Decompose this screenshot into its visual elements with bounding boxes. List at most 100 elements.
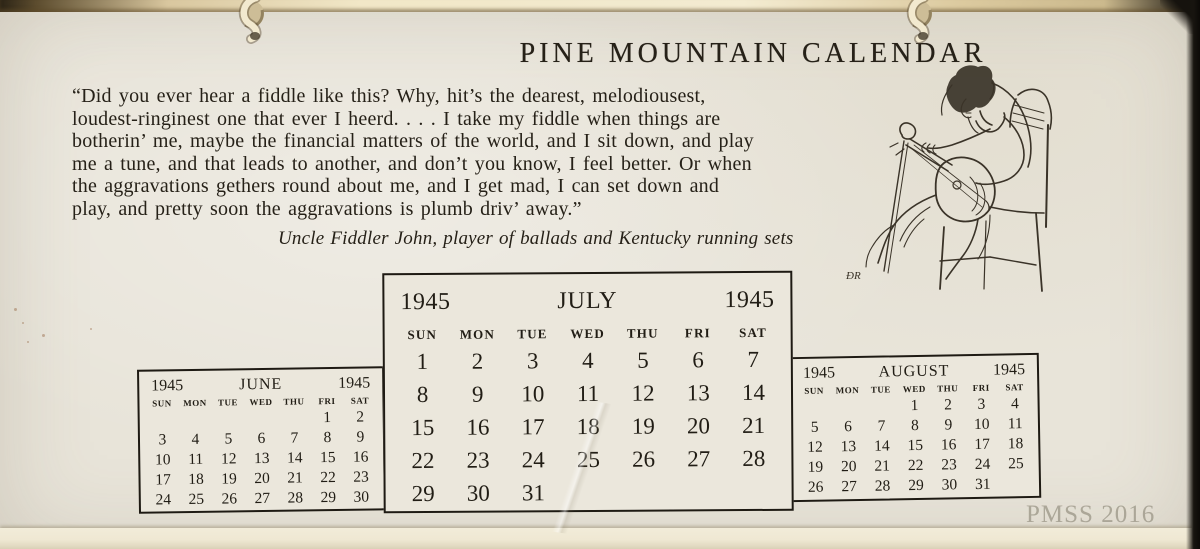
year-left: 1945: [400, 288, 451, 316]
quote-block: “Did you ever hear a fiddle like this? W…: [72, 85, 862, 250]
date-cell-empty: [146, 410, 179, 430]
date-cell-august-4: 4: [1010, 395, 1019, 413]
date-cell-june-13: 13: [253, 449, 270, 468]
date-cell-july-21: 21: [742, 412, 766, 439]
year-right: 1945: [724, 286, 775, 314]
day-header-tue: TUE: [517, 326, 548, 342]
page-title: PINE MOUNTAIN CALENDAR: [519, 38, 987, 69]
day-header-thu: THU: [626, 325, 659, 341]
day-header-fri: FRI: [972, 382, 990, 393]
watermark: PMSS 2016: [1026, 501, 1156, 528]
date-cell-empty: [212, 409, 245, 429]
date-cell-august-3: 3: [977, 395, 986, 413]
date-cell-july-9: 9: [471, 381, 484, 407]
page-bottom-edge: [0, 528, 1192, 549]
day-header-thu: THU: [283, 396, 305, 407]
date-cell-june-21: 21: [287, 469, 303, 487]
date-cell-empty: [561, 476, 616, 509]
date-cell-july-7: 7: [747, 346, 760, 373]
date-cell-july-25: 25: [576, 446, 600, 473]
day-headers: SUN MON TUE WED THU FRI SAT: [385, 325, 791, 343]
date-cell-empty: [671, 475, 726, 508]
date-cell-august-29: 29: [908, 476, 924, 495]
date-cell-june-26: 26: [221, 490, 238, 508]
date-cell-july-18: 18: [576, 413, 600, 440]
date-cell-august-16: 16: [940, 436, 957, 454]
title-area: PINE MOUNTAIN CALENDAR: [170, 38, 996, 70]
date-cell-june-16: 16: [352, 448, 369, 466]
date-cell-august-2: 2: [944, 396, 953, 414]
date-cell-empty: [179, 410, 212, 430]
day-header-sun: SUN: [804, 385, 824, 396]
date-cell-july-5: 5: [637, 347, 649, 373]
date-cell-july-28: 28: [742, 445, 766, 472]
date-cell-june-17: 17: [155, 471, 171, 489]
quote-attribution: Uncle Fiddler John, player of ballads an…: [278, 227, 794, 249]
day-header-sat: SAT: [739, 324, 768, 341]
date-cell-july-4: 4: [581, 347, 594, 374]
date-cell-august-11: 11: [1007, 415, 1023, 433]
pad-top-edge: [0, 0, 1200, 12]
day-header-thu: THU: [937, 383, 959, 394]
day-header-sat: SAT: [1005, 382, 1024, 393]
date-cell-empty: [999, 474, 1033, 495]
quote-line: botherin’ me, maybe the financial matter…: [72, 130, 754, 153]
date-cell-june-1: 1: [323, 409, 332, 427]
day-header-fri: FRI: [684, 325, 711, 341]
day-header-sat: SAT: [350, 395, 370, 406]
date-grid: 1 2 3 4 5 6 7 8 9 10 11 12 13 14 15 16 17 18 19 20 21 22 23 24 2…: [385, 343, 792, 510]
date-cell-august-7: 7: [877, 417, 886, 435]
date-cell-august-23: 23: [941, 456, 957, 474]
date-cell-june-18: 18: [188, 470, 204, 489]
date-cell-june-27: 27: [254, 489, 271, 508]
date-cell-empty: [726, 475, 781, 508]
year-left: 1945: [802, 364, 836, 382]
date-cell-august-15: 15: [907, 436, 924, 455]
date-cell-july-24: 24: [521, 447, 545, 473]
date-cell-june-12: 12: [220, 450, 237, 468]
date-grid: 1 2 3 4 5 6 7 8 9 10 11 12 13 14 15 16 17 18 19 20 21 22 23 24 2…: [791, 394, 1039, 498]
date-cell-empty: [245, 409, 278, 429]
date-cell-july-8: 8: [416, 381, 429, 408]
day-header-mon: MON: [459, 326, 496, 342]
day-header-fri: FRI: [318, 395, 336, 407]
month-name: JUNE: [239, 375, 283, 394]
date-cell-august-9: 9: [944, 416, 953, 434]
date-cell-july-3: 3: [526, 348, 539, 374]
fiddler-illustration: ĐR: [845, 65, 1053, 292]
hanging-hole-right: [906, 0, 932, 44]
date-cell-june-28: 28: [287, 489, 304, 507]
date-cell-august-25: 25: [1008, 455, 1024, 473]
date-cell-july-22: 22: [411, 447, 435, 474]
date-cell-empty: [278, 408, 311, 428]
date-cell-august-27: 27: [841, 478, 858, 496]
date-cell-july-14: 14: [741, 379, 765, 406]
date-cell-june-22: 22: [320, 468, 336, 487]
scan-right-edge: [1186, 0, 1200, 549]
date-cell-empty: [831, 397, 865, 418]
date-cell-june-14: 14: [286, 449, 303, 467]
hanging-hole-left: [238, 0, 264, 44]
date-cell-june-20: 20: [254, 469, 270, 488]
date-cell-august-31: 31: [974, 475, 991, 493]
date-cell-july-2: 2: [471, 348, 484, 374]
date-cell-july-27: 27: [687, 446, 711, 472]
date-cell-july-19: 19: [631, 413, 655, 439]
date-cell-august-19: 19: [807, 458, 824, 476]
date-cell-june-7: 7: [290, 429, 299, 447]
date-cell-july-31: 31: [521, 480, 546, 506]
date-cell-august-5: 5: [810, 418, 819, 436]
day-header-wed: WED: [249, 396, 273, 408]
day-header-mon: MON: [835, 384, 860, 396]
year-left: 1945: [151, 377, 184, 395]
date-cell-june-23: 23: [353, 468, 369, 486]
date-cell-june-11: 11: [188, 450, 204, 469]
date-cell-july-6: 6: [692, 347, 704, 373]
date-cell-june-25: 25: [188, 490, 205, 509]
date-cell-august-20: 20: [840, 458, 857, 476]
quote-line: me a tune, and that leads to another, an…: [72, 152, 752, 175]
date-cell-august-24: 24: [974, 455, 991, 473]
